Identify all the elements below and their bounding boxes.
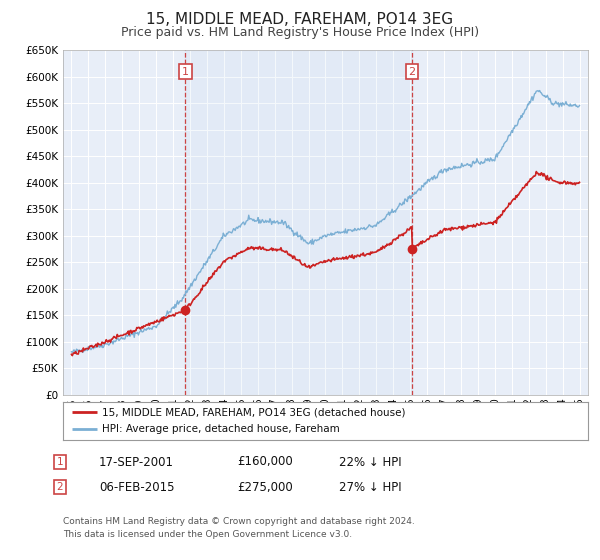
Text: £160,000: £160,000 (237, 455, 293, 469)
Text: 1: 1 (56, 457, 64, 467)
Text: 22% ↓ HPI: 22% ↓ HPI (339, 455, 401, 469)
Text: 2: 2 (56, 482, 64, 492)
Text: 1: 1 (182, 67, 189, 77)
Text: 15, MIDDLE MEAD, FAREHAM, PO14 3EG: 15, MIDDLE MEAD, FAREHAM, PO14 3EG (146, 12, 454, 27)
Text: Price paid vs. HM Land Registry's House Price Index (HPI): Price paid vs. HM Land Registry's House … (121, 26, 479, 39)
Text: £275,000: £275,000 (237, 480, 293, 494)
Text: 2: 2 (409, 67, 415, 77)
Text: HPI: Average price, detached house, Fareham: HPI: Average price, detached house, Fare… (103, 424, 340, 434)
Text: Contains HM Land Registry data © Crown copyright and database right 2024.: Contains HM Land Registry data © Crown c… (63, 517, 415, 526)
Text: 27% ↓ HPI: 27% ↓ HPI (339, 480, 401, 494)
Text: 17-SEP-2001: 17-SEP-2001 (99, 455, 174, 469)
Text: 06-FEB-2015: 06-FEB-2015 (99, 480, 175, 494)
Text: This data is licensed under the Open Government Licence v3.0.: This data is licensed under the Open Gov… (63, 530, 352, 539)
Text: 15, MIDDLE MEAD, FAREHAM, PO14 3EG (detached house): 15, MIDDLE MEAD, FAREHAM, PO14 3EG (deta… (103, 407, 406, 417)
Bar (185, 50, 412, 395)
